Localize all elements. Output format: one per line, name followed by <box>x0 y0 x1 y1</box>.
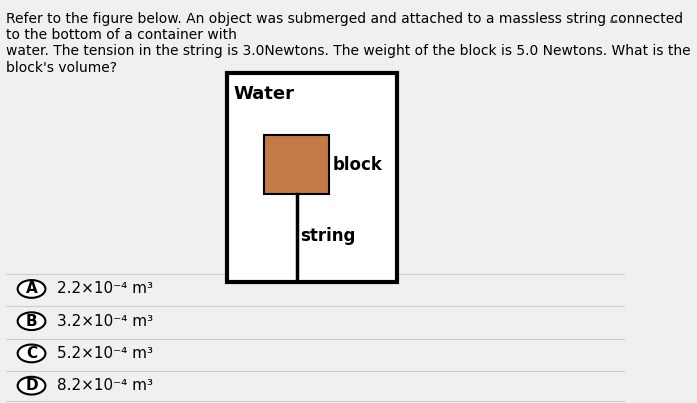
Text: 8.2×10⁻⁴ m³: 8.2×10⁻⁴ m³ <box>56 378 153 393</box>
Circle shape <box>17 280 45 298</box>
Text: C: C <box>26 346 37 361</box>
FancyBboxPatch shape <box>227 73 397 282</box>
Circle shape <box>17 312 45 330</box>
Text: B: B <box>26 314 38 329</box>
Text: A: A <box>26 281 38 297</box>
FancyBboxPatch shape <box>264 135 329 194</box>
Circle shape <box>17 345 45 362</box>
Text: Water: Water <box>233 85 294 103</box>
Text: string: string <box>300 227 355 245</box>
Circle shape <box>17 377 45 395</box>
Text: 3.2×10⁻⁴ m³: 3.2×10⁻⁴ m³ <box>56 314 153 329</box>
Text: block: block <box>332 156 382 174</box>
Text: 5.2×10⁻⁴ m³: 5.2×10⁻⁴ m³ <box>56 346 153 361</box>
Text: Refer to the figure below. An object was submerged and attached to a massless st: Refer to the figure below. An object was… <box>6 12 691 75</box>
Text: ...: ... <box>608 12 625 26</box>
Text: 2.2×10⁻⁴ m³: 2.2×10⁻⁴ m³ <box>56 281 153 297</box>
Text: D: D <box>25 378 38 393</box>
